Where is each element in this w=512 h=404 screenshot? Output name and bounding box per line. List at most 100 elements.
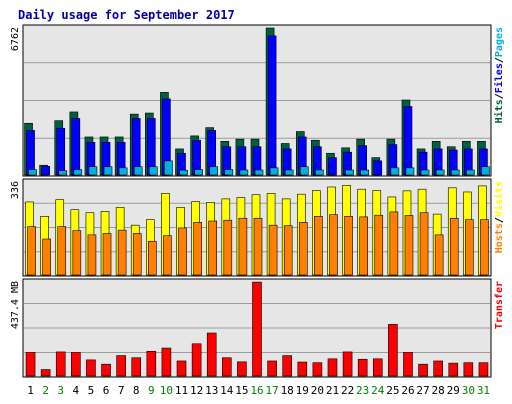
x-tick-label-28: 28 (432, 384, 445, 397)
x-tick-label-2: 2 (42, 384, 49, 397)
bar-pages-day-8 (133, 166, 143, 176)
side-legend-item: Hosts (494, 223, 505, 253)
side-legend-item: / (494, 217, 505, 223)
bar-transfer-day-21 (327, 358, 338, 377)
bar-hosts-day-24 (374, 214, 384, 276)
x-tick-label-11: 11 (175, 384, 188, 397)
x-tick-label-15: 15 (235, 384, 248, 397)
bar-hosts-day-26 (404, 215, 414, 276)
bar-hosts-day-18 (283, 225, 293, 276)
bar-transfer-day-7 (116, 355, 126, 377)
bar-pages-day-19 (299, 166, 309, 176)
side-legend: Hosts/Visits (493, 181, 505, 253)
bar-transfer-day-8 (131, 357, 142, 377)
bar-pages-day-1 (28, 169, 37, 176)
panel-transfer: 437.4 MB Transfer (10, 278, 505, 378)
side-legend-item: Visits (493, 181, 505, 217)
bar-transfer-day-22 (342, 351, 353, 377)
bar-pages-day-10 (164, 160, 173, 176)
bar-hosts-day-6 (102, 233, 112, 276)
bar-pages-day-22 (345, 169, 354, 176)
y-axis-max-label: 437.4 MB (10, 281, 21, 329)
bar-pages-day-16 (254, 169, 264, 176)
bar-pages-day-17 (269, 167, 279, 176)
x-tick-label-29: 29 (447, 384, 460, 397)
side-legend-item: Hits (493, 99, 505, 123)
bar-hosts-day-1 (27, 226, 36, 276)
x-tick-label-21: 21 (326, 384, 339, 397)
x-tick-labels: 1 2 3 4 5 6 7 8 9 10 11 12 13 14 15 16 17 18 19 20 21 22 23 24 2… (27, 384, 490, 397)
bar-hosts-day-25 (389, 211, 399, 276)
bar-hosts-day-28 (434, 234, 444, 276)
x-tick-label-30: 30 (462, 384, 475, 397)
bar-transfer-day-18 (282, 355, 292, 377)
bar-pages-day-9 (149, 166, 158, 176)
bar-transfer-day-16 (252, 281, 262, 377)
side-legend-item: / (494, 57, 505, 63)
bar-files-day-26 (403, 106, 413, 176)
bar-hosts-day-22 (344, 216, 353, 276)
bar-pages-day-14 (224, 169, 234, 176)
bar-files-day-24 (373, 160, 383, 176)
bar-files-day-3 (56, 127, 66, 176)
x-tick-label-27: 27 (416, 384, 429, 397)
x-tick-label-24: 24 (371, 384, 385, 397)
x-tick-label-20: 20 (311, 384, 324, 397)
bar-hosts-day-31 (480, 219, 489, 276)
bar-files-day-21 (328, 157, 337, 176)
bar-hosts-day-12 (193, 222, 202, 276)
bar-hosts-day-16 (253, 217, 263, 276)
side-legend-item: Pages (494, 27, 505, 57)
bar-hosts-day-27 (419, 212, 429, 276)
panels-layer: 6762Hits/Files/Pages336Hosts/Visits437.4… (10, 24, 505, 378)
bar-hosts-day-2 (42, 238, 51, 276)
bar-transfer-day-11 (176, 360, 187, 377)
side-legend: Transfer (494, 281, 505, 329)
bar-hosts-day-11 (178, 227, 187, 276)
bar-hosts-day-13 (208, 220, 218, 276)
bar-pages-day-30 (466, 169, 475, 176)
x-tick-label-25: 25 (386, 384, 399, 397)
x-tick-label-9: 9 (148, 384, 155, 397)
bar-hosts-day-9 (148, 240, 157, 276)
side-legend-item: / (494, 93, 505, 99)
bar-transfer-day-2 (40, 369, 51, 377)
side-legend-item: Files (493, 63, 505, 93)
bar-transfer-day-19 (297, 361, 308, 377)
bar-pages-day-11 (179, 169, 188, 176)
chart-title: Daily usage for September 2017 (18, 8, 235, 22)
bar-transfer-day-14 (222, 357, 232, 377)
bar-pages-day-23 (360, 169, 369, 176)
bar-hosts-day-20 (314, 216, 323, 276)
bar-pages-day-28 (435, 169, 445, 176)
bar-pages-day-27 (420, 169, 430, 176)
bar-hosts-day-30 (465, 219, 474, 276)
bar-hosts-day-8 (132, 233, 142, 276)
y-axis-max-label: 336 (10, 181, 21, 199)
x-tick-label-14: 14 (220, 384, 234, 397)
bar-transfer-day-4 (71, 352, 81, 377)
bar-files-day-4 (71, 118, 81, 176)
x-tick-label-3: 3 (57, 384, 64, 397)
x-tick-label-13: 13 (205, 384, 218, 397)
bar-hosts-day-3 (57, 226, 67, 276)
x-tick-label-12: 12 (190, 384, 203, 397)
bar-transfer-day-20 (312, 362, 323, 377)
bar-hosts-day-10 (163, 235, 172, 276)
bar-transfer-day-1 (25, 352, 36, 377)
bar-transfer-day-28 (433, 360, 443, 377)
bar-transfer-day-10 (161, 347, 172, 377)
bar-pages-day-15 (239, 169, 249, 176)
bar-pages-day-31 (481, 166, 490, 176)
x-tick-label-7: 7 (118, 384, 125, 397)
x-tick-label-8: 8 (133, 384, 140, 397)
bar-pages-day-5 (88, 166, 98, 176)
x-tick-label-23: 23 (356, 384, 369, 397)
bar-hosts-day-29 (449, 217, 459, 276)
bar-transfer-day-15 (237, 361, 247, 377)
bar-pages-day-12 (194, 169, 203, 176)
bar-files-day-2 (41, 166, 50, 176)
